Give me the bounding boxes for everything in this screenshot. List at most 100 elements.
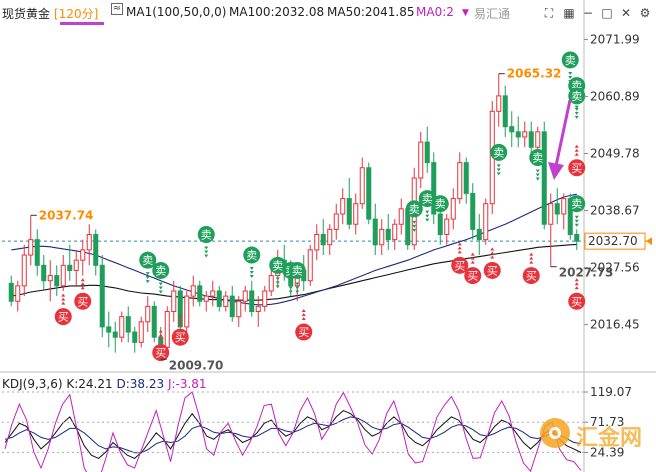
- candle-body: [223, 295, 229, 307]
- buy-label: 买: [175, 331, 186, 344]
- up-arrow-icon: [470, 252, 475, 256]
- candle: [574, 229, 580, 250]
- candle-body: [561, 198, 567, 215]
- up-arrow-icon: [158, 329, 163, 333]
- candle-body: [457, 162, 463, 200]
- candle: [8, 275, 14, 307]
- chart-header: 现货黄金 [120分] ≈ MA1(100,50,0,0) MA100:2032…: [0, 0, 656, 26]
- sell-signal: 卖: [139, 251, 157, 284]
- candle-body: [197, 285, 203, 302]
- candle: [314, 224, 320, 261]
- candle: [190, 275, 196, 307]
- sell-label: 卖: [532, 151, 543, 164]
- buy-label: 买: [487, 264, 498, 277]
- sell-badge: [269, 256, 287, 274]
- candle-body: [541, 131, 547, 225]
- candle: [457, 152, 463, 204]
- candle: [268, 270, 274, 297]
- up-arrow-icon: [457, 242, 462, 246]
- buy-label: 买: [467, 270, 478, 283]
- candle: [541, 121, 547, 230]
- candle-body: [67, 264, 73, 271]
- down-arrow-icon: [249, 267, 254, 271]
- square-icon[interactable]: □: [601, 6, 613, 20]
- indicator-icon[interactable]: ≈: [111, 3, 123, 15]
- up-arrow-icon: [301, 309, 306, 313]
- candle-body: [151, 305, 157, 338]
- candle: [210, 280, 216, 307]
- down-arrow-icon: [438, 223, 443, 227]
- candle-body: [392, 223, 398, 241]
- ma-indicator-label[interactable]: MA1(100,50,0,0): [126, 5, 227, 19]
- down-arrow-icon: [574, 107, 579, 111]
- down-arrow-icon: [275, 277, 280, 281]
- candle: [307, 244, 313, 286]
- down-arrow-icon: [288, 290, 293, 294]
- close-icon[interactable]: ✕: [620, 6, 632, 20]
- up-arrow-icon: [490, 247, 495, 251]
- candle: [203, 290, 209, 312]
- candle-body: [21, 254, 27, 287]
- candle-body: [431, 162, 437, 215]
- up-arrow-icon: [80, 286, 85, 290]
- candle-body: [333, 213, 339, 230]
- settings-icon[interactable]: ⚙: [639, 6, 651, 20]
- candle: [138, 316, 144, 348]
- down-arrow-icon: [574, 223, 579, 227]
- down-arrow-icon: [425, 214, 430, 218]
- candle: [509, 111, 515, 148]
- sell-signal: 卖: [568, 195, 586, 227]
- candle-body: [190, 285, 196, 297]
- pointer-arrow-shaft: [554, 99, 572, 167]
- candle: [463, 157, 469, 204]
- up-arrow-icon: [574, 144, 579, 148]
- down-arrow-icon: [574, 219, 579, 223]
- down-arrow-icon: [535, 173, 540, 177]
- candle-body: [242, 290, 248, 302]
- ma0-value: MA0:2: [416, 5, 454, 19]
- candle: [73, 249, 79, 286]
- candle: [385, 213, 391, 250]
- candle: [106, 311, 112, 348]
- up-arrow-icon: [529, 252, 534, 256]
- candle-body: [34, 239, 40, 266]
- price-axis: 2071.99 2060.89 2049.78 2038.67 2027.56 2016.…: [584, 32, 652, 332]
- up-arrow-icon: [61, 301, 66, 305]
- sell-label: 卖: [435, 198, 446, 211]
- candle: [502, 85, 508, 137]
- candle: [496, 73, 502, 127]
- candle: [476, 213, 482, 256]
- candle-body: [346, 198, 352, 225]
- candle-body: [184, 295, 190, 328]
- sell-label: 卖: [155, 264, 166, 277]
- buy-label: 买: [155, 347, 166, 360]
- candle: [418, 131, 424, 189]
- price-tick-label: 2027.56: [590, 261, 640, 275]
- period-selector[interactable]: [120分]: [54, 7, 99, 21]
- candle-body: [314, 234, 320, 251]
- up-arrow-icon: [178, 318, 183, 322]
- fullscreen-icon[interactable]: ⛶: [544, 6, 554, 20]
- candle-body: [216, 290, 222, 307]
- dropdown-icon[interactable]: ▼: [462, 8, 469, 18]
- kdj-label: KDJ(9,3,6): [2, 377, 63, 391]
- sell-badge: [139, 251, 157, 269]
- down-arrow-icon: [568, 71, 573, 75]
- down-arrow-icon: [204, 246, 209, 250]
- candle-body: [424, 141, 430, 164]
- up-arrow-icon: [61, 297, 66, 301]
- buy-signal: 买: [522, 252, 540, 285]
- candle: [223, 290, 229, 312]
- candle: [353, 193, 359, 235]
- down-arrow-icon: [145, 272, 150, 276]
- sell-badge: [529, 148, 547, 166]
- candle-body: [60, 264, 66, 287]
- arrow-annotation: [548, 99, 572, 180]
- minimize-icon[interactable]: −: [582, 6, 594, 20]
- sell-signal: 卖: [568, 87, 586, 119]
- kdj-j-line: [4, 391, 582, 472]
- candle-body: [502, 95, 508, 128]
- last-price-box: [584, 232, 646, 250]
- grid-icon[interactable]: ▦: [563, 6, 575, 20]
